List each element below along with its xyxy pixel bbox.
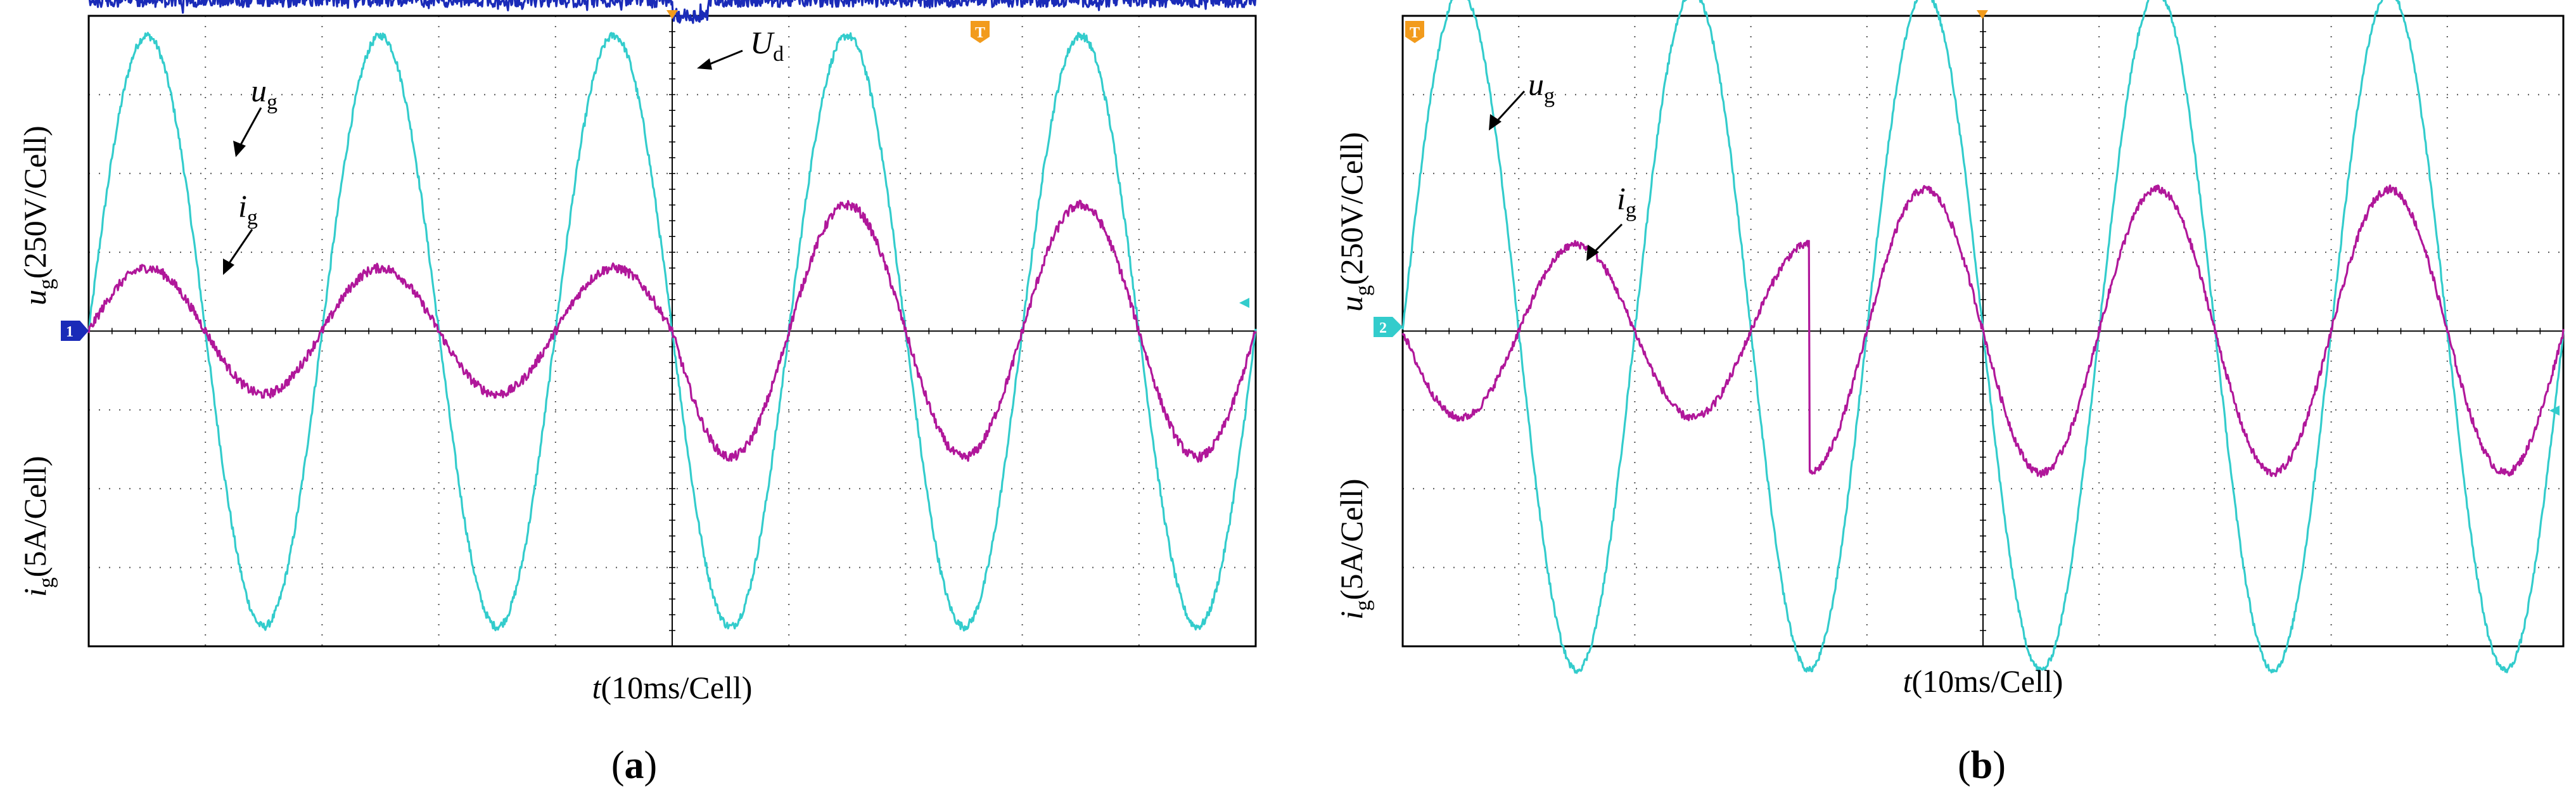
svg-text:ig: ig	[238, 188, 258, 229]
panel-b: T 2 ug ig ug(250V/Cell) ig(5A/Cell) t(10…	[1334, 0, 2565, 787]
y-axis-label-upper-b: ug(250V/Cell)	[1334, 132, 1375, 312]
trigger-label-a: T	[975, 25, 985, 41]
channel-1-label-a: 1	[66, 324, 73, 340]
trigger-level-marker-b: T	[1405, 21, 1424, 43]
svg-text:ig: ig	[1617, 181, 1636, 222]
annotation-ug-sub-b: g	[1544, 84, 1555, 108]
annotation-ud-var-a: U	[750, 25, 775, 60]
y-axis-label-lower-a: ig(5A/Cell)	[17, 456, 58, 597]
annotation-ig-a: ig	[223, 188, 258, 275]
annotation-ig-sub-b: g	[1626, 198, 1636, 222]
traces-a	[87, 0, 1257, 632]
right-edge-marker-a	[1239, 298, 1249, 308]
channel-1-marker-a: 1	[61, 321, 89, 341]
channel-2-label-b: 2	[1379, 320, 1387, 336]
annotation-ig-var-b: i	[1617, 181, 1626, 216]
series-line-ig	[87, 200, 1257, 463]
panel-a: T 1 ug ig Ud ug(250V/Cell) ig(5A/Ce	[17, 0, 1257, 787]
annotation-ig-sub-a: g	[247, 206, 258, 229]
annotation-ud-sub-a: d	[773, 42, 784, 66]
annotation-ug-var-b: u	[1528, 67, 1544, 102]
svg-text:ug: ug	[1528, 67, 1555, 108]
annotation-ig-b: ig	[1586, 181, 1636, 261]
y-axis-label-upper-a: ug(250V/Cell)	[17, 125, 58, 305]
series-line-Ud	[88, 0, 1256, 24]
panel-caption-b: (b)	[1958, 744, 2006, 787]
y-axis-label-lower-b: ig(5A/Cell)	[1334, 478, 1375, 620]
panel-caption-a: (a)	[611, 744, 657, 787]
x-axis-label-b: t(10ms/Cell)	[1903, 663, 2063, 699]
annotation-ud-a: Ud	[697, 25, 784, 70]
svg-text:Ud: Ud	[750, 25, 784, 66]
annotation-ug-b: ug	[1489, 67, 1555, 131]
annotation-ug-sub-a: g	[267, 91, 277, 114]
x-axis-label-a: t(10ms/Cell)	[592, 670, 753, 705]
annotation-ug-a: ug	[233, 73, 277, 157]
annotation-ig-var-a: i	[238, 188, 247, 224]
right-edge-marker-b	[2549, 406, 2560, 416]
channel-2-marker-b: 2	[1374, 317, 1403, 337]
trigger-time-marker-a	[666, 10, 678, 19]
trigger-label-b: T	[1410, 25, 1420, 41]
trigger-time-marker-b	[1977, 10, 1988, 19]
svg-text:ug: ug	[251, 73, 277, 114]
annotation-ug-var-a: u	[251, 73, 267, 108]
trigger-level-marker-a: T	[971, 21, 990, 43]
